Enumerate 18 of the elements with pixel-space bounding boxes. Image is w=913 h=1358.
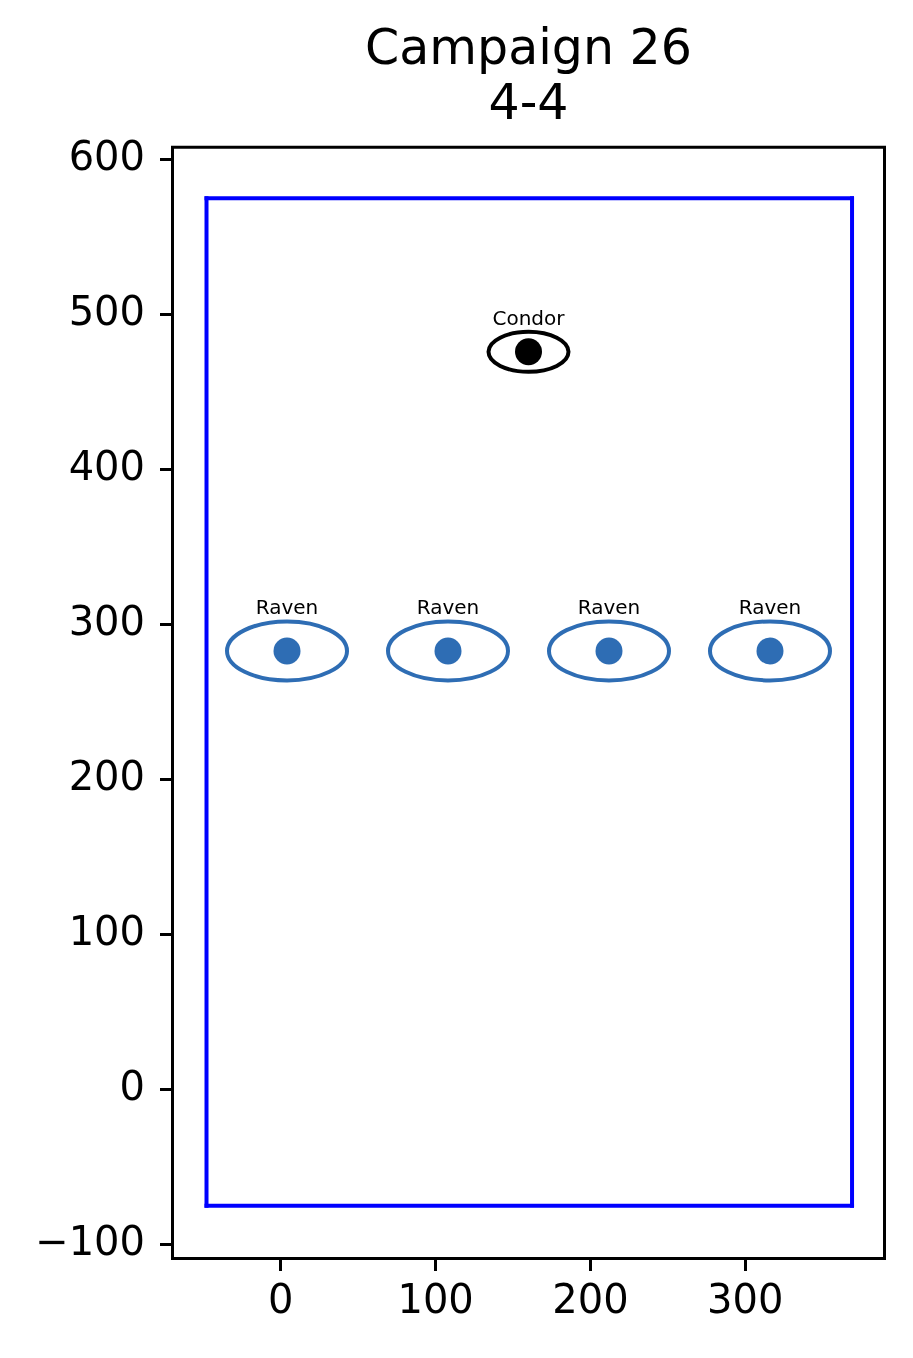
y-tick-label: 300	[68, 598, 145, 644]
y-tick-label: 500	[68, 288, 145, 334]
x-tick-label: 200	[552, 1276, 629, 1323]
series-label: Condor	[492, 305, 566, 330]
y-tick-label: 200	[68, 752, 145, 799]
chart-title: Campaign 26 4-4	[365, 19, 692, 132]
y-tick-label: 600	[68, 133, 145, 179]
text: Raven	[738, 595, 802, 620]
text: Raven	[255, 595, 319, 620]
text: Raven	[577, 595, 641, 620]
y-tick-label: 0	[119, 1062, 145, 1109]
x-tick-label: 0	[268, 1276, 294, 1323]
x-tick-label: 100	[397, 1276, 474, 1323]
series-label: Raven	[416, 595, 480, 620]
y-tick-label: −100	[35, 1217, 145, 1264]
x-tick-label: 300	[707, 1276, 784, 1323]
y-tick-label: 400	[68, 443, 145, 489]
y-tick-label: 100	[68, 907, 145, 954]
